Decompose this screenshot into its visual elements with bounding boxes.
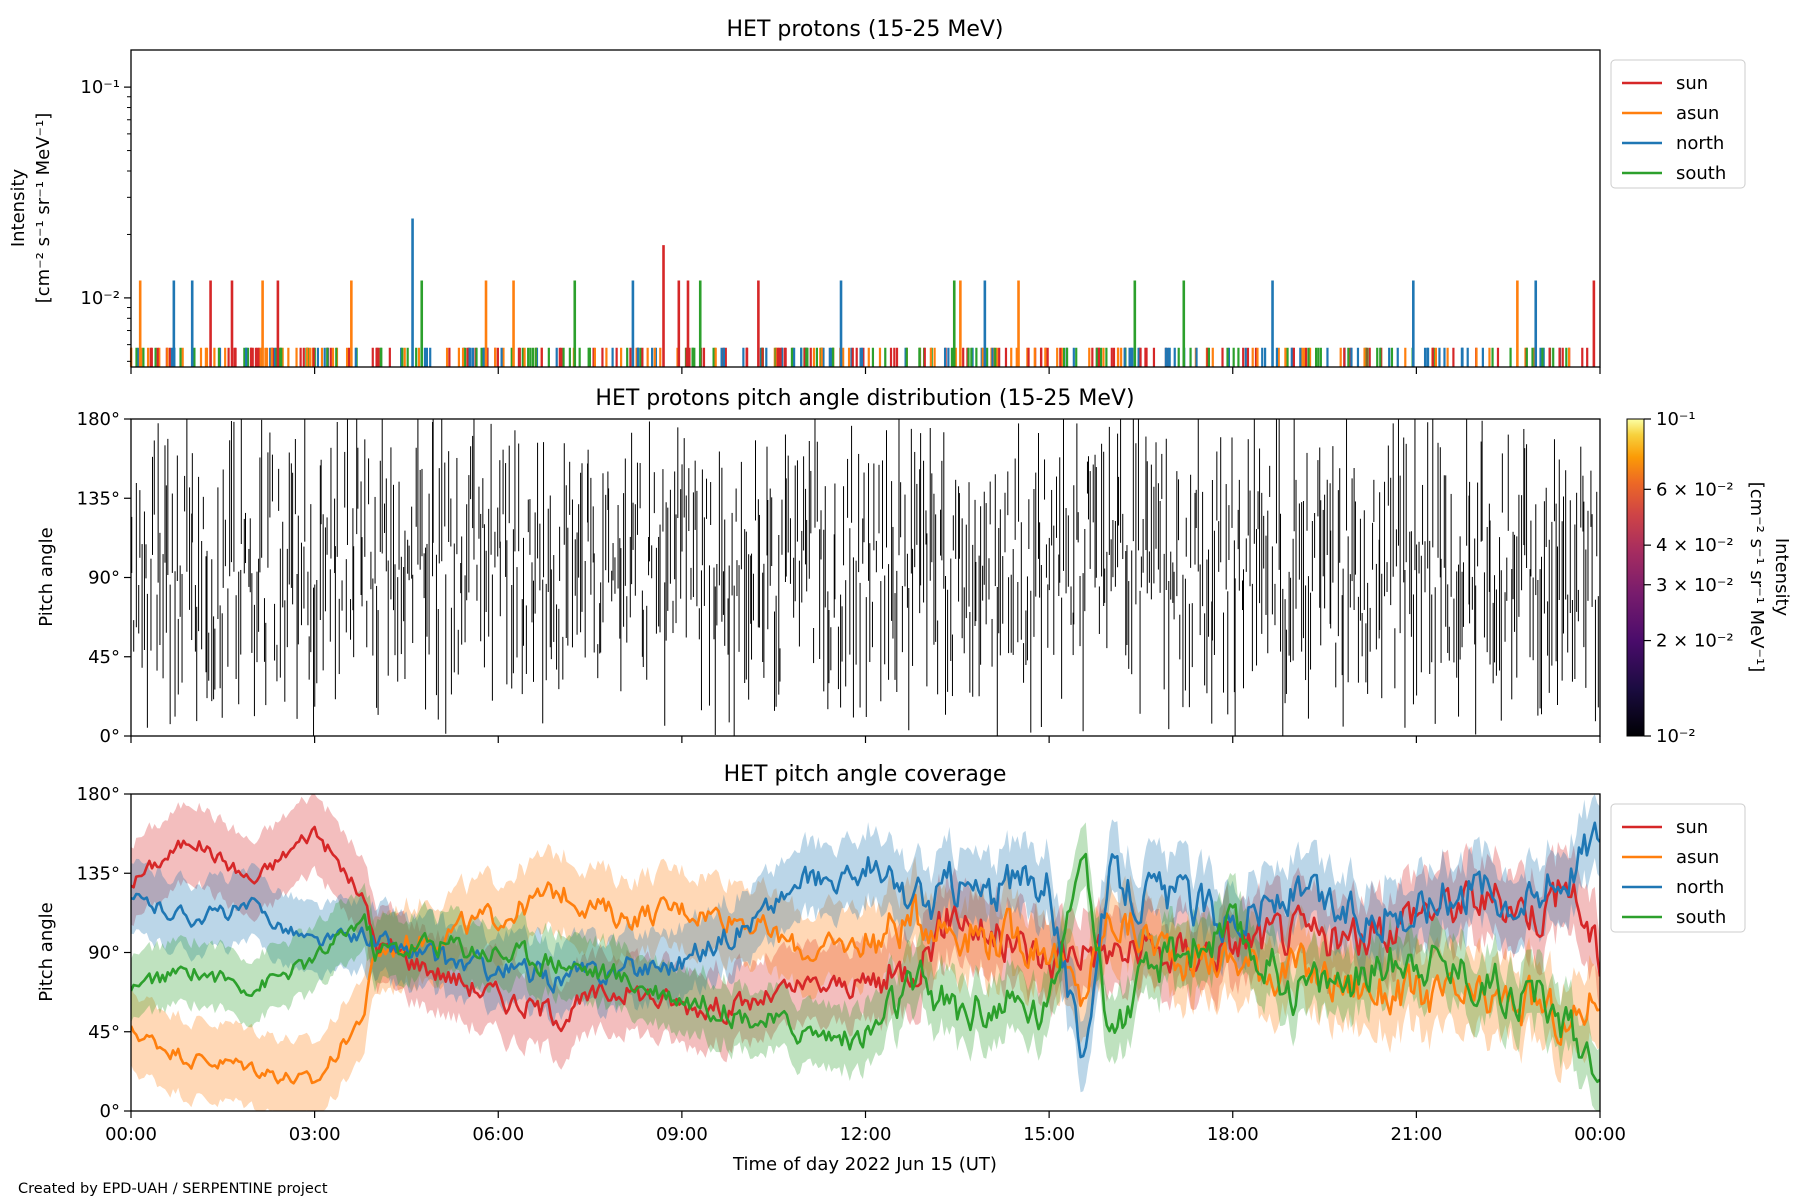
legend-label-north: north: [1676, 133, 1724, 154]
x-tick-label: 00:00: [105, 1124, 157, 1145]
panel3-ylabel: Pitch angle: [36, 902, 57, 1001]
panel2-y-ticks: 180° 135° 90° 45° 0°: [77, 409, 131, 747]
x-tick-label: 03:00: [289, 1124, 341, 1145]
panel3-y-ticks: 180° 135° 90° 45° 0°: [77, 784, 131, 1122]
x-tick-label: 15:00: [1023, 1124, 1075, 1145]
legend-label-north: north: [1676, 877, 1724, 898]
legend-box: [1610, 59, 1746, 189]
angle-tick-label: 90°: [88, 568, 120, 589]
panel1-title: HET protons (15-25 MeV): [727, 17, 1004, 42]
coverage-band-asun: [131, 843, 1600, 1111]
colorbar-tick-label: 10⁻²: [1656, 726, 1696, 747]
panel-pitch-angle-distribution: HET protons pitch angle distribution (15…: [36, 386, 1792, 747]
legend-label-sun: sun: [1676, 817, 1708, 838]
panel3-title: HET pitch angle coverage: [724, 762, 1007, 787]
x-tick-label: 18:00: [1207, 1124, 1259, 1145]
colorbar-tick-label: 3 × 10⁻²: [1656, 575, 1734, 596]
colorbar-label-line2: [cm⁻² s⁻¹ sr⁻¹ MeV⁻¹]: [1746, 482, 1767, 673]
colorbar-tick-label: 10⁻¹: [1656, 409, 1696, 430]
x-axis-label: Time of day 2022 Jun 15 (UT): [732, 1154, 997, 1175]
angle-tick-label: 45°: [88, 1022, 120, 1043]
x-tick-label: 00:00: [1574, 1124, 1626, 1145]
angle-tick-label: 90°: [88, 943, 120, 964]
colorbar-tick-label: 4 × 10⁻²: [1656, 535, 1734, 556]
x-tick-label: 21:00: [1390, 1124, 1442, 1145]
x-tick-label: 09:00: [656, 1124, 708, 1145]
angle-tick-label: 135°: [77, 488, 120, 509]
angle-tick-label: 0°: [100, 1101, 120, 1122]
panel3-plot-area: [131, 794, 1600, 1111]
colorbar-ticks: 10⁻¹ 6 × 10⁻² 4 × 10⁻² 3 × 10⁻² 2 × 10⁻² 10⁻²: [1644, 409, 1734, 747]
legend-label-asun: asun: [1676, 103, 1719, 124]
legend-label-asun: asun: [1676, 847, 1719, 868]
coverage-line-north: [131, 821, 1600, 1059]
coverage-band-sun: [131, 794, 1600, 1070]
colorbar-tick-label: 6 × 10⁻²: [1656, 479, 1734, 500]
angle-tick-label: 45°: [88, 647, 120, 668]
colorbar: [1626, 418, 1645, 737]
angle-tick-label: 135°: [77, 863, 120, 884]
panel1-ylabel-line2: [cm⁻² s⁻¹ sr⁻¹ MeV⁻¹]: [33, 113, 54, 304]
angle-tick-label: 180°: [77, 784, 120, 805]
coverage-band-north: [131, 794, 1600, 1093]
legend-label-south: south: [1676, 907, 1726, 928]
panel-pitch-angle-coverage: HET pitch angle coverage 180° 135° 90° 45° 0…: [36, 762, 1746, 1122]
legend-label-sun: sun: [1676, 73, 1708, 94]
panel1-ytick-label: 10⁻²: [80, 288, 120, 309]
x-tick-label: 06:00: [472, 1124, 524, 1145]
panel2-ylabel: Pitch angle: [36, 527, 57, 626]
panel3-legend: sun asun north south: [1610, 803, 1746, 933]
panel1-y-ticks: 10⁻¹ 10⁻²: [80, 77, 131, 362]
panel2-plot-area: [131, 419, 1599, 736]
credit-text: Created by EPD-UAH / SERPENTINE project: [18, 1181, 328, 1197]
panel2-title: HET protons pitch angle distribution (15…: [595, 386, 1134, 411]
panel1-legend: sun asun north south: [1610, 59, 1746, 189]
x-axis-ticks: 00:00 03:00 06:00 09:00 12:00 15:00 18:00 21:00…: [105, 367, 1626, 1145]
x-tick-label: 12:00: [840, 1124, 892, 1145]
coverage-band-south: [131, 822, 1600, 1111]
panel1-ytick-label: 10⁻¹: [80, 77, 120, 98]
legend-box: [1610, 803, 1746, 933]
colorbar-label-line1: Intensity: [1771, 538, 1792, 617]
angle-tick-label: 0°: [100, 726, 120, 747]
colorbar-tick-label: 2 × 10⁻²: [1656, 631, 1734, 652]
panel1-ylabel-line1: Intensity: [8, 168, 29, 247]
panel-intensity: HET protons (15-25 MeV) 10⁻¹ 10⁻² Intensi…: [8, 17, 1746, 368]
panel1-plot-area: [129, 218, 1596, 367]
angle-tick-label: 180°: [77, 409, 120, 430]
legend-label-south: south: [1676, 163, 1726, 184]
coverage-line-south: [131, 852, 1600, 1084]
